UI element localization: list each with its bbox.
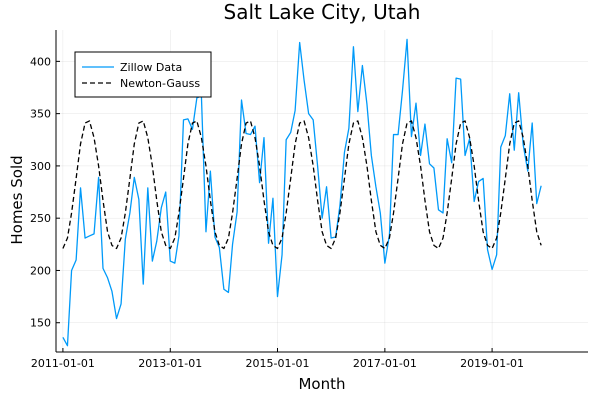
y-tick-label: 400 — [30, 55, 51, 68]
legend: Zillow Data Newton-Gauss — [74, 51, 212, 98]
legend-box — [74, 51, 212, 98]
series-line-1 — [62, 120, 542, 250]
x-axis-title: Month — [298, 375, 345, 393]
x-tick-label: 2017-01-01 — [353, 357, 417, 370]
y-tick-label: 350 — [30, 108, 51, 121]
series-line-0 — [62, 38, 542, 347]
y-tick-label: 300 — [30, 160, 51, 173]
y-tick-label: 150 — [30, 317, 51, 330]
legend-label-newton-gauss: Newton-Gauss — [120, 77, 200, 90]
axes — [55, 30, 588, 353]
x-tick-label: 2015-01-01 — [246, 357, 310, 370]
x-tick-label: 2013-01-01 — [138, 357, 202, 370]
x-tick-label: 2019-01-01 — [460, 357, 524, 370]
legend-label-zillow: Zillow Data — [120, 61, 182, 74]
y-tick-label: 200 — [30, 264, 51, 277]
tick-labels: 2011-01-01 2013-01-01 2015-01-01 2017-01-01… — [30, 55, 524, 370]
y-tick-label: 250 — [30, 212, 51, 225]
y-axis-title: Homes Sold — [8, 155, 26, 244]
plot-series — [62, 38, 542, 347]
chart-title: Salt Lake City, Utah — [224, 0, 421, 24]
x-tick-label: 2011-01-01 — [31, 357, 95, 370]
